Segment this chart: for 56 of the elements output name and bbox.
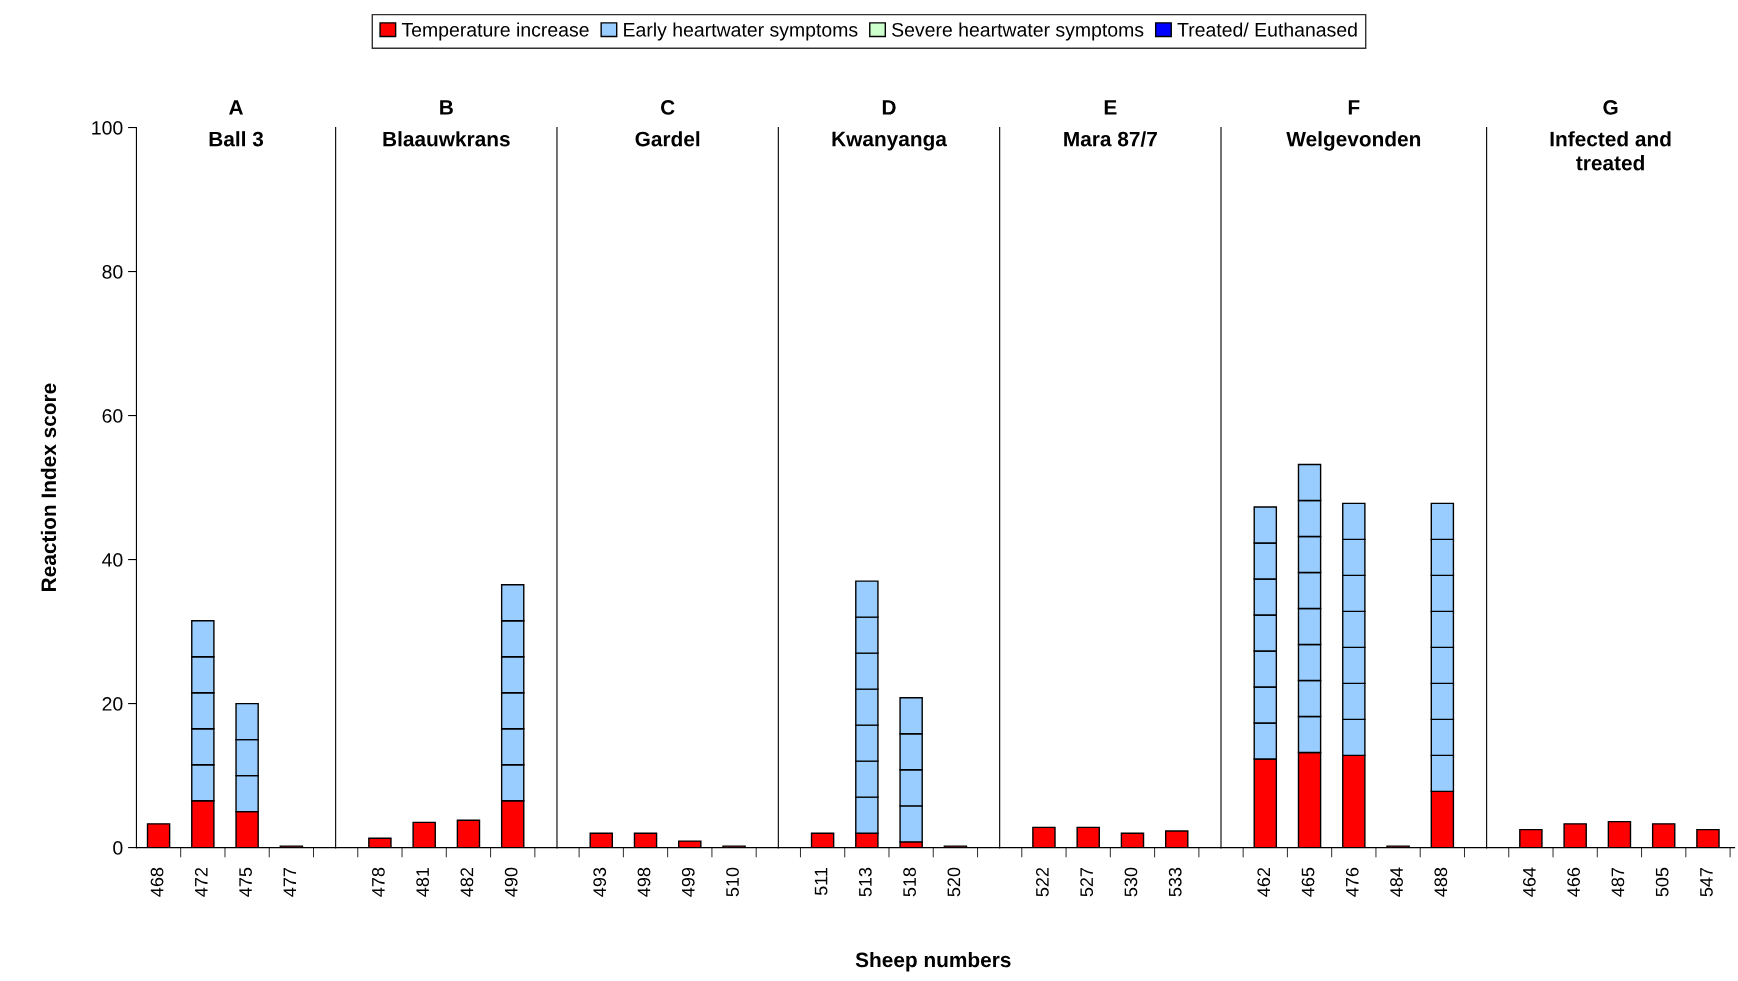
y-tick-label: 0: [113, 841, 123, 855]
chart-title: D: [882, 100, 896, 115]
chart-subtitle: Ball 3: [209, 131, 264, 147]
legend-label: Treated/ Euthanased: [1177, 22, 1357, 37]
legend-label: Early heartwater symptoms: [624, 22, 858, 41]
legend-label: Severe heartwater symptoms: [892, 22, 1144, 41]
x-tick-label: 475: [239, 867, 252, 897]
y-tick-label: 80: [102, 265, 123, 279]
chart-title: G: [1603, 100, 1618, 115]
x-tick-label: 462: [1257, 867, 1271, 897]
text: Infected and treated: [1550, 131, 1671, 171]
y-tick-label: 60: [102, 409, 123, 423]
x-tick-label: 547: [1700, 867, 1713, 897]
x-tick-label: 466: [1567, 867, 1580, 897]
x-tick-label: 478: [371, 867, 385, 897]
x-tick-label: 499: [681, 867, 695, 897]
x-axis-title: Sheep numbers: [855, 951, 1011, 972]
chart-subtitle: Mara 87/7: [1064, 131, 1157, 147]
chart-subtitle: Blaauwkrans: [383, 131, 510, 147]
x-tick-label: 522: [1036, 867, 1049, 897]
x-tick-label: 498: [637, 867, 651, 897]
chart-subtitle: Gardel: [635, 131, 700, 147]
chart-title: A: [229, 100, 244, 115]
y-tick-label: 20: [102, 697, 123, 711]
y-axis-title: Reaction Index score: [40, 383, 57, 591]
x-tick-label: 513: [858, 867, 872, 897]
x-tick-label: 493: [593, 867, 607, 897]
x-tick-label: 465: [1301, 867, 1315, 897]
chart-subtitle: Kwanyanga: [832, 131, 948, 151]
y-tick-label: 100: [92, 121, 123, 135]
x-tick-label: 482: [460, 867, 474, 897]
x-tick-label: 520: [947, 867, 961, 897]
x-tick-label: 510: [726, 867, 739, 897]
chart-title: B: [440, 100, 453, 115]
x-tick-label: 527: [1080, 867, 1094, 897]
x-tick-label: 488: [1434, 867, 1448, 897]
x-tick-label: 476: [1345, 867, 1359, 897]
x-tick-label: 468: [150, 867, 164, 897]
chart-title: F: [1348, 100, 1360, 115]
chart-title: C: [660, 100, 675, 115]
x-tick-label: 472: [194, 867, 208, 897]
x-tick-label: 511: [814, 867, 828, 896]
x-tick-label: 481: [416, 867, 430, 897]
x-tick-label: 464: [1522, 867, 1536, 897]
x-tick-label: 484: [1390, 867, 1403, 897]
chart-subtitle: Welgevonden: [1286, 131, 1421, 151]
x-tick-label: 490: [504, 867, 518, 897]
legend-label: Temperature increase: [401, 22, 589, 41]
x-tick-label: 487: [1611, 867, 1625, 897]
x-tick-label: 533: [1168, 867, 1182, 897]
y-tick-label: 40: [102, 553, 123, 567]
x-tick-label: 505: [1655, 867, 1669, 897]
x-tick-label: 530: [1124, 867, 1138, 897]
x-tick-label: 477: [283, 867, 297, 897]
chart-title: E: [1104, 100, 1117, 115]
x-tick-label: 518: [903, 867, 916, 897]
